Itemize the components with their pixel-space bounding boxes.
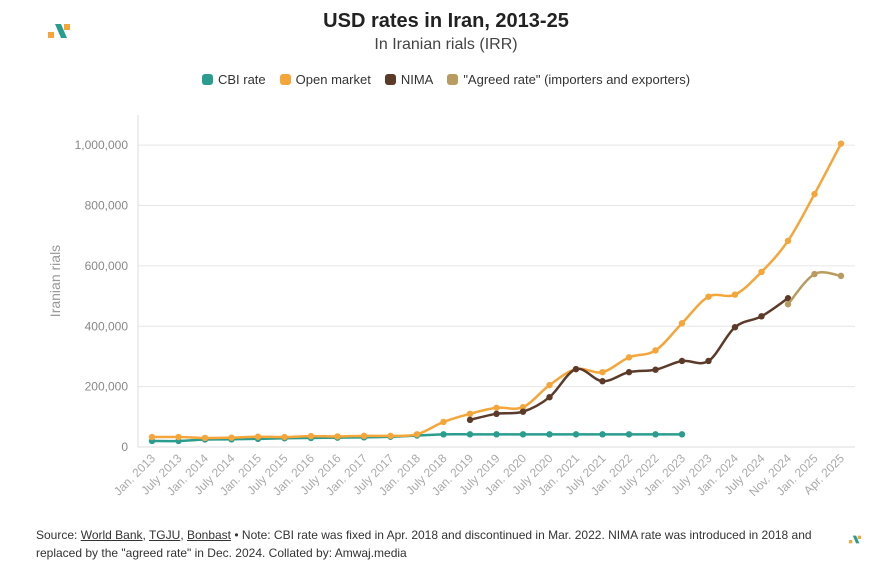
legend-swatch [447, 74, 459, 85]
data-point [228, 434, 235, 441]
data-point [493, 410, 500, 417]
data-point [175, 433, 182, 441]
legend-label: Open market [295, 72, 371, 87]
legend-swatch [279, 74, 291, 85]
data-point [837, 140, 845, 147]
y-tick-label: 0 [121, 440, 128, 454]
data-point [652, 366, 659, 373]
data-point [546, 394, 553, 401]
legend-item-open-market[interactable]: Open market [279, 72, 371, 87]
data-point [625, 431, 633, 438]
series-line-open-market [151, 143, 843, 440]
data-point [493, 404, 500, 411]
data-point [254, 433, 262, 440]
data-point [360, 432, 368, 440]
data-point [678, 357, 686, 365]
source-prefix: Source: [36, 528, 81, 542]
data-point [281, 433, 288, 441]
data-point [811, 270, 818, 278]
footer-note: • Note: CBI rate was fixed in Apr. 2018 … [36, 528, 812, 560]
data-point [546, 431, 553, 438]
legend-swatch [201, 74, 213, 85]
data-point [705, 357, 712, 365]
data-point [625, 354, 633, 361]
data-point [811, 190, 818, 198]
data-point [784, 295, 792, 302]
data-point [519, 408, 527, 415]
data-point [466, 416, 474, 424]
y-tick-label: 1,000,000 [75, 138, 129, 152]
data-point [519, 431, 527, 438]
data-point [784, 301, 792, 308]
chart-subtitle: In Iranian rials (IRR) [374, 36, 518, 53]
data-point [466, 410, 474, 417]
source-link-bonbast[interactable]: Bonbast [186, 528, 232, 542]
data-point [201, 434, 209, 442]
data-point [466, 431, 474, 438]
chart-footer: Source: World Bank, TGJU, Bonbast • Note… [36, 526, 846, 562]
y-axis-label: Iranian rials [47, 245, 63, 317]
legend-swatch [384, 74, 396, 85]
data-point [493, 431, 500, 438]
data-point [440, 418, 447, 426]
amwaj-logo [48, 24, 70, 38]
data-point [705, 293, 712, 300]
data-point [758, 268, 765, 276]
data-point [572, 431, 580, 438]
data-point [519, 403, 527, 411]
legend-item-agreed-rate[interactable]: "Agreed rate" (importers and exporters) [447, 72, 690, 87]
data-point [572, 365, 580, 373]
data-point [678, 320, 686, 327]
chart-legend: CBI rate Open market NIMA "Agreed rate" … [0, 72, 892, 87]
source-link-tgju[interactable]: TGJU [148, 528, 181, 542]
chart-title: USD rates in Iran, 2013-25 [323, 10, 569, 32]
data-point [307, 432, 315, 440]
data-point [599, 378, 606, 385]
y-tick-label: 400,000 [85, 319, 129, 333]
y-tick-label: 200,000 [85, 380, 129, 394]
data-point [413, 431, 421, 438]
legend-label: NIMA [400, 72, 434, 87]
data-point [387, 432, 394, 440]
data-point [731, 323, 739, 331]
data-point [625, 368, 633, 376]
y-tick-label: 800,000 [85, 199, 129, 213]
data-point [678, 431, 686, 438]
data-point [758, 313, 765, 320]
data-point [599, 368, 606, 376]
legend-item-cbi[interactable]: CBI rate [201, 72, 266, 87]
data-point [652, 347, 659, 354]
y-tick-label: 600,000 [85, 259, 129, 273]
source-separator: , [180, 528, 187, 542]
data-point [731, 291, 739, 298]
data-point [837, 272, 845, 280]
line-chart: 0 200,000 400,000 600,000 800,000 1,000,000 Ir… [47, 115, 855, 499]
legend-label: "Agreed rate" (importers and exporters) [463, 72, 691, 87]
source-link-world-bank[interactable]: World Bank [80, 528, 143, 542]
data-point [440, 431, 447, 438]
data-point [599, 431, 606, 438]
data-point [652, 431, 659, 438]
amwaj-small-logo [849, 535, 861, 544]
data-point [334, 433, 341, 440]
data-point [546, 381, 553, 389]
legend-item-nima[interactable]: NIMA [384, 72, 434, 87]
data-point [784, 237, 792, 245]
source-separator: , [142, 528, 149, 542]
legend-label: CBI rate [217, 72, 266, 87]
data-point [148, 433, 156, 441]
